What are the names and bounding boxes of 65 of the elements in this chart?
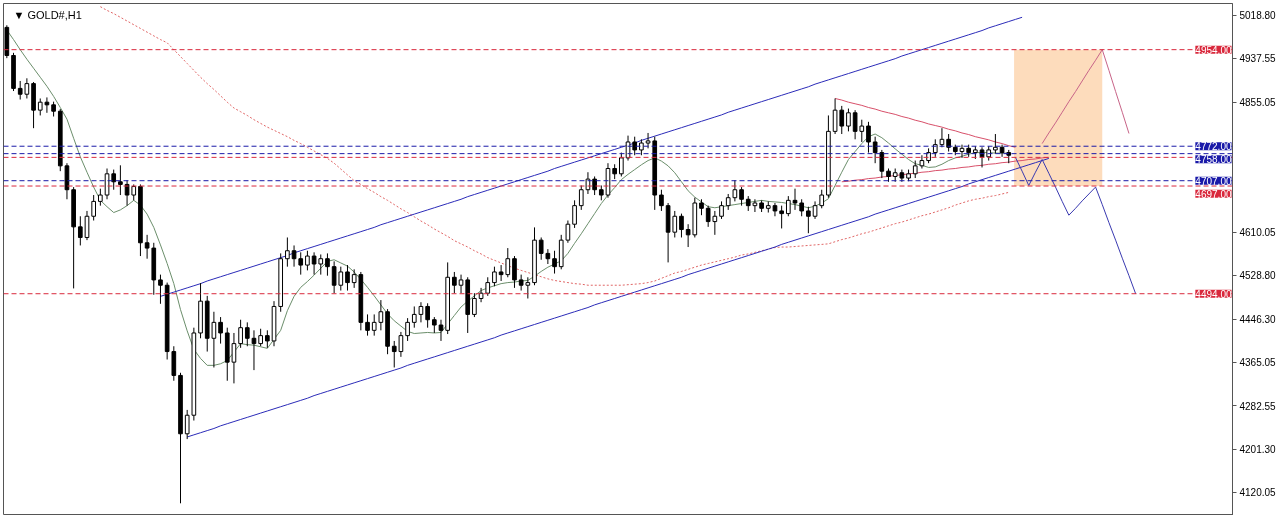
line-series bbox=[1041, 49, 1130, 145]
candlestick bbox=[325, 252, 330, 277]
candlestick bbox=[739, 186, 744, 207]
candlestick bbox=[438, 319, 444, 342]
candlestick bbox=[144, 234, 150, 260]
candlestick bbox=[425, 302, 430, 329]
ref-line-label: 4494.00 bbox=[1195, 288, 1232, 300]
y-tick-label: 4610.05 bbox=[1239, 227, 1277, 239]
candlestick bbox=[492, 266, 497, 287]
y-tick-label: 4446.30 bbox=[1239, 314, 1277, 326]
y-tick-label: 4201.30 bbox=[1239, 444, 1277, 456]
ref-line-label: 4954.00 bbox=[1195, 44, 1232, 56]
y-tick-label: 4282.55 bbox=[1239, 400, 1277, 412]
candlestick bbox=[472, 292, 477, 318]
candlestick bbox=[285, 236, 290, 268]
candlestick bbox=[218, 316, 223, 345]
ref-line-label: 4707.00 bbox=[1195, 175, 1232, 187]
candlestick bbox=[478, 287, 484, 303]
y-tick-label: 4855.05 bbox=[1239, 97, 1277, 109]
candlestick bbox=[792, 188, 798, 211]
ref-line-label: 4697.00 bbox=[1195, 188, 1232, 200]
candlestick bbox=[184, 409, 190, 440]
candlestick bbox=[378, 299, 384, 331]
y-tick-label: 4528.80 bbox=[1239, 270, 1277, 282]
candlestick bbox=[158, 274, 163, 305]
candlestick bbox=[512, 255, 517, 289]
candlestick bbox=[411, 305, 417, 329]
line-series bbox=[834, 97, 1016, 148]
candlestick bbox=[91, 194, 97, 221]
candlestick bbox=[238, 319, 243, 349]
candlestick bbox=[345, 264, 350, 292]
candlestick bbox=[572, 199, 577, 229]
y-tick-label: 5018.80 bbox=[1239, 10, 1277, 22]
candlestick bbox=[77, 215, 83, 246]
y-tick-label: 4120.05 bbox=[1239, 487, 1277, 499]
candlestick bbox=[371, 313, 377, 337]
chart-title: ▼ GOLD#,H1 bbox=[13, 8, 82, 21]
candlestick bbox=[418, 301, 424, 323]
candlestick bbox=[485, 276, 491, 297]
line-series bbox=[1014, 156, 1137, 295]
line-series bbox=[186, 157, 1050, 438]
candlestick bbox=[659, 189, 664, 212]
candlestick bbox=[619, 152, 624, 177]
candlestick bbox=[565, 220, 571, 244]
candlestick bbox=[305, 250, 310, 271]
candlestick bbox=[806, 206, 811, 234]
candlestick bbox=[919, 154, 925, 170]
candlestick bbox=[679, 213, 684, 238]
candlestick bbox=[785, 195, 791, 217]
y-tick-label: 4365.05 bbox=[1239, 357, 1277, 369]
candlestick bbox=[779, 205, 784, 229]
candlestick bbox=[405, 317, 410, 342]
candlestick bbox=[452, 271, 457, 294]
candlestick bbox=[118, 164, 123, 196]
y-tick-label: 4937.55 bbox=[1239, 53, 1277, 65]
ref-line-label: 4772.00 bbox=[1195, 141, 1232, 153]
candlestick bbox=[819, 189, 825, 209]
candlestick bbox=[993, 133, 998, 155]
candlestick bbox=[64, 162, 70, 200]
candlestick bbox=[592, 175, 597, 196]
ref-line-label: 4758.00 bbox=[1195, 154, 1232, 166]
candlestick bbox=[866, 121, 871, 154]
candlestick bbox=[552, 250, 557, 275]
candlestick bbox=[846, 108, 851, 132]
candlestick bbox=[365, 313, 370, 337]
